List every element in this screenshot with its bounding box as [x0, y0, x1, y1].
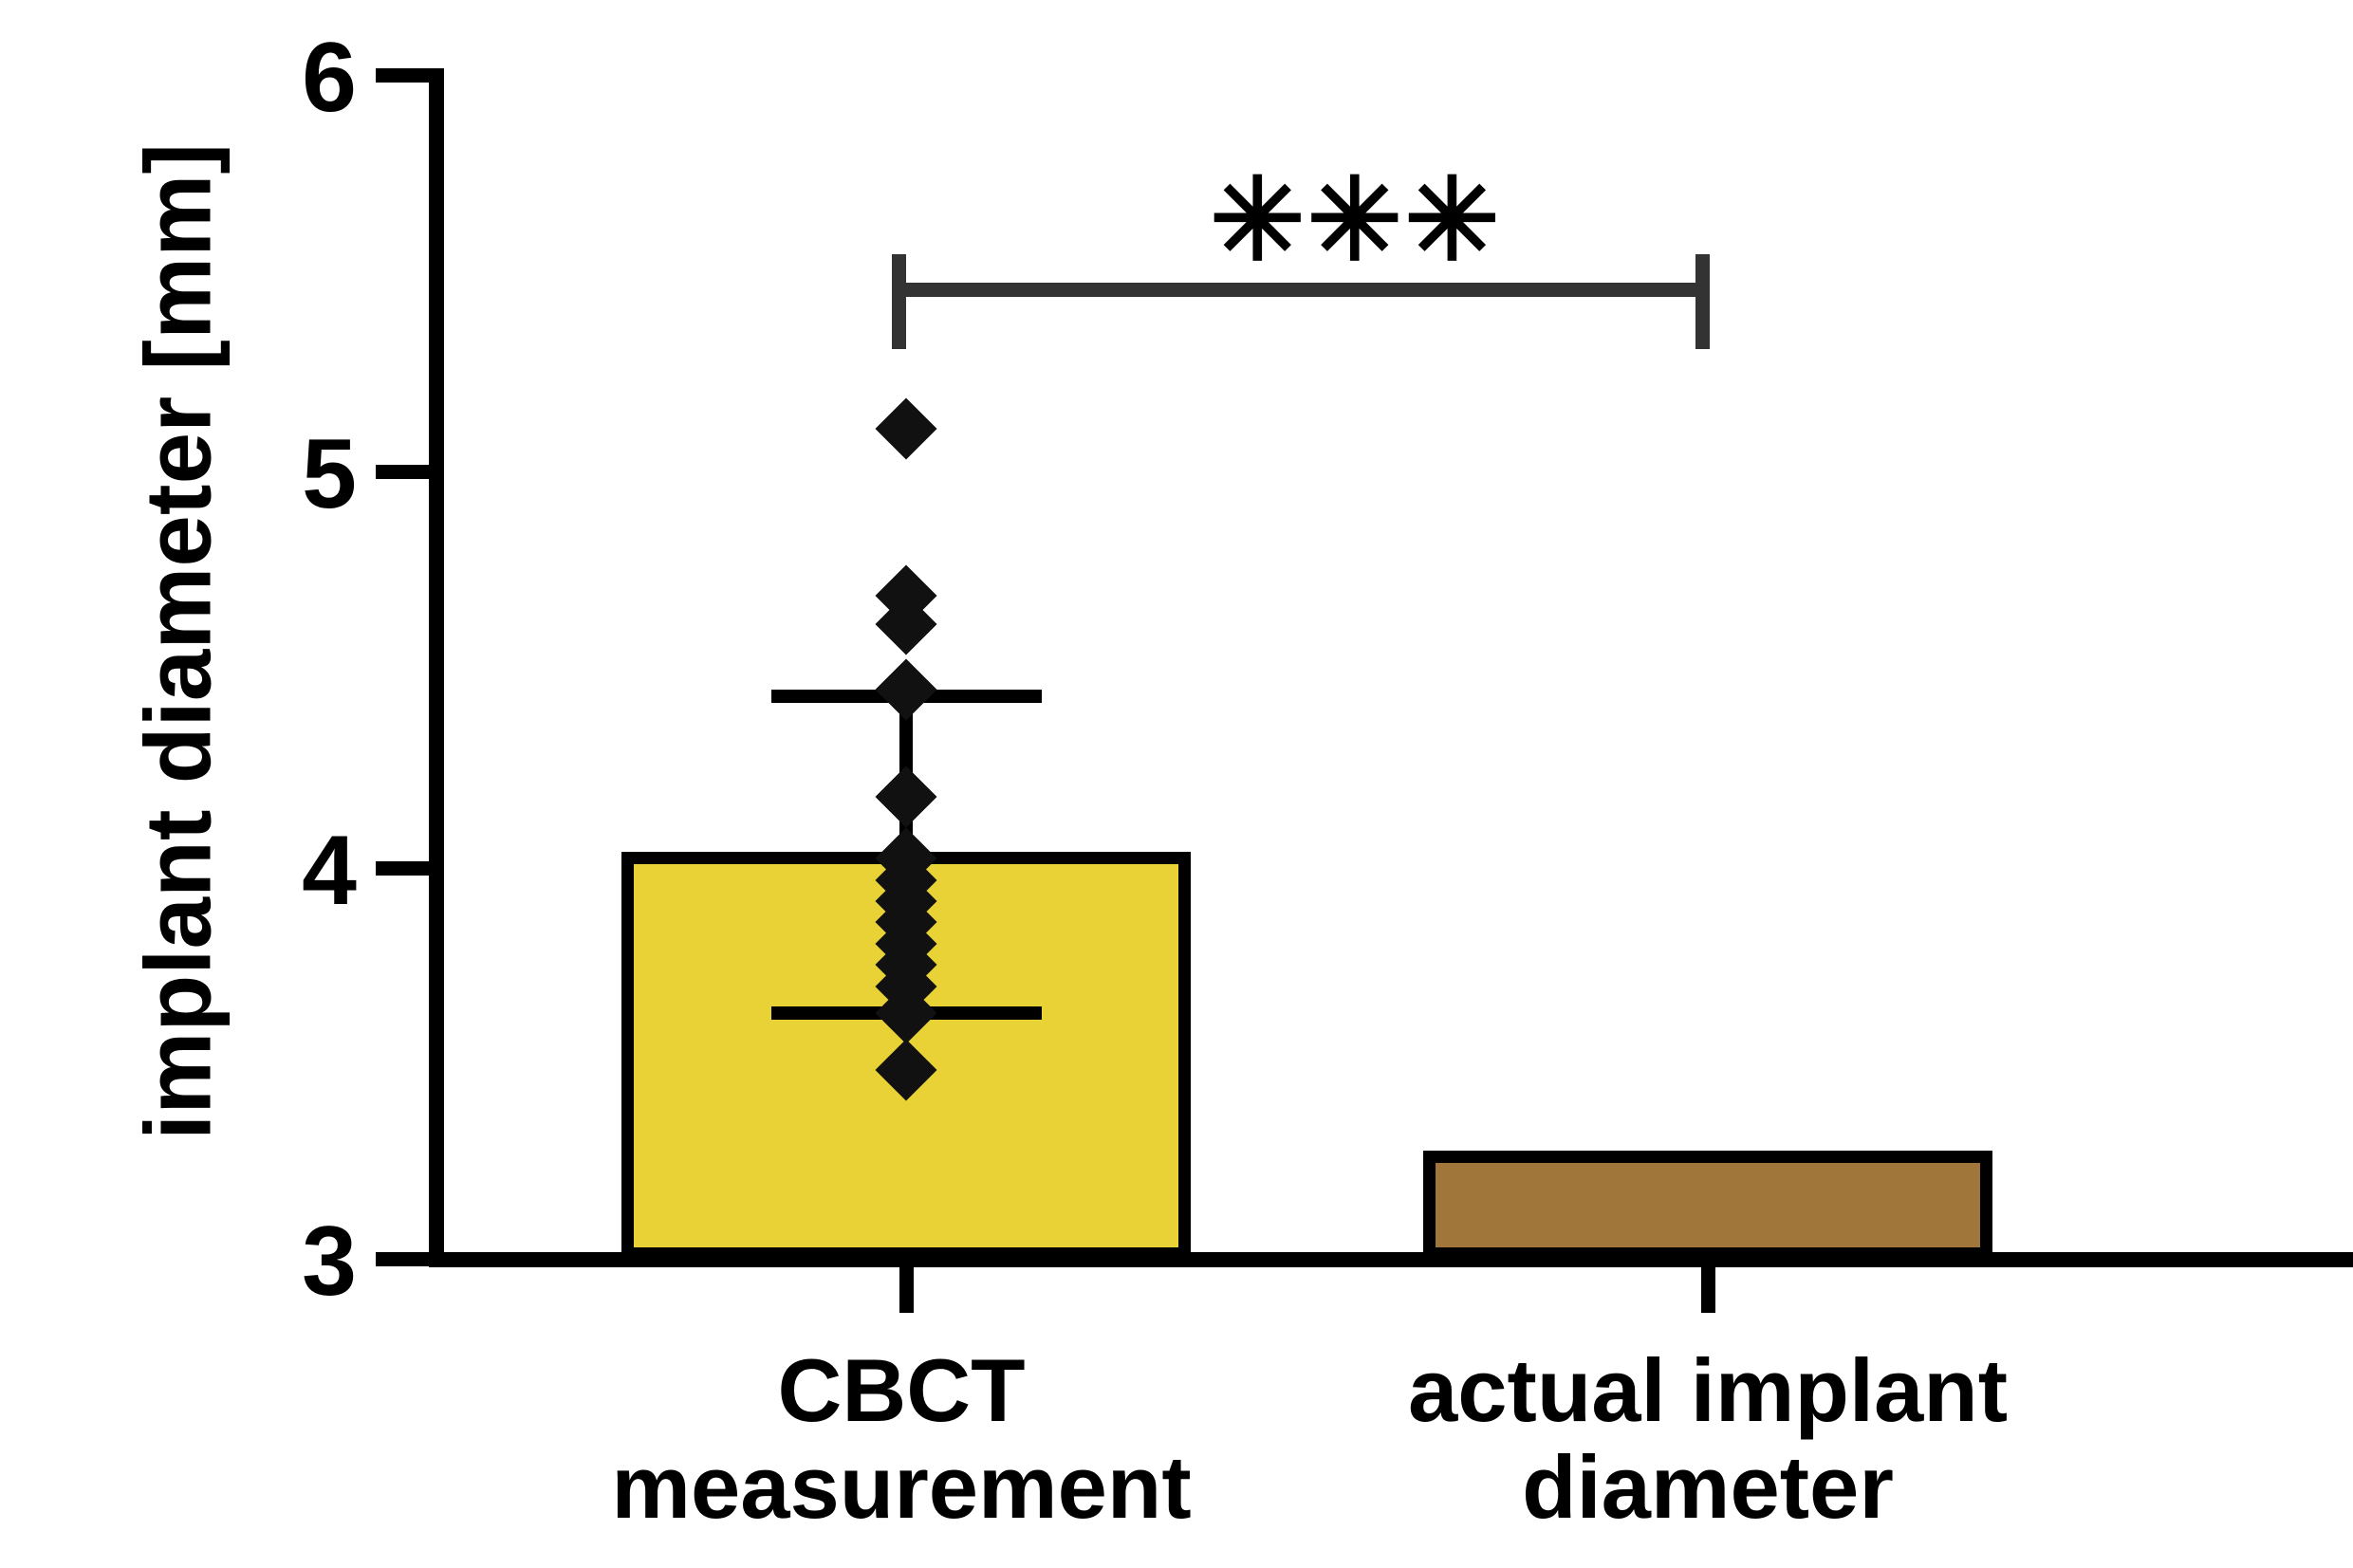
y-axis-line — [429, 68, 444, 1265]
y-axis-title: implant diameter [mm] — [125, 143, 231, 1140]
x-axis-label-actual: actual implant diameter — [1357, 1342, 2059, 1535]
x-tick-cbct — [899, 1265, 914, 1313]
y-tick-label-4: 4 — [302, 816, 357, 926]
x-axis-label-cbct-line2: measurement — [611, 1436, 1192, 1537]
data-point — [875, 397, 937, 460]
x-axis-label-actual-line1: actual implant — [1407, 1340, 2009, 1440]
y-tick-label-3: 3 — [302, 1207, 357, 1317]
significance-bracket-tick-right — [1695, 254, 1710, 349]
data-point — [875, 766, 937, 828]
x-tick-actual — [1701, 1265, 1715, 1313]
y-tick-6 — [376, 68, 435, 83]
data-point — [875, 658, 937, 721]
y-tick-label-5: 5 — [302, 419, 357, 529]
x-axis-label-cbct-line1: CBCT — [777, 1340, 1026, 1440]
x-axis-label-cbct: CBCT measurement — [569, 1342, 1233, 1535]
significance-stars: ✳✳✳ — [1210, 157, 1502, 284]
x-axis-line — [429, 1252, 2353, 1267]
x-axis-label-actual-line2: diameter — [1522, 1436, 1894, 1537]
significance-bracket-line — [892, 283, 1710, 297]
y-tick-label-6: 6 — [302, 23, 357, 133]
bar-actual-implant-diameter — [1423, 1151, 1992, 1260]
y-tick-4 — [376, 861, 435, 876]
y-tick-5 — [376, 465, 435, 479]
significance-bracket-tick-left — [892, 254, 906, 349]
y-tick-3 — [376, 1252, 435, 1266]
